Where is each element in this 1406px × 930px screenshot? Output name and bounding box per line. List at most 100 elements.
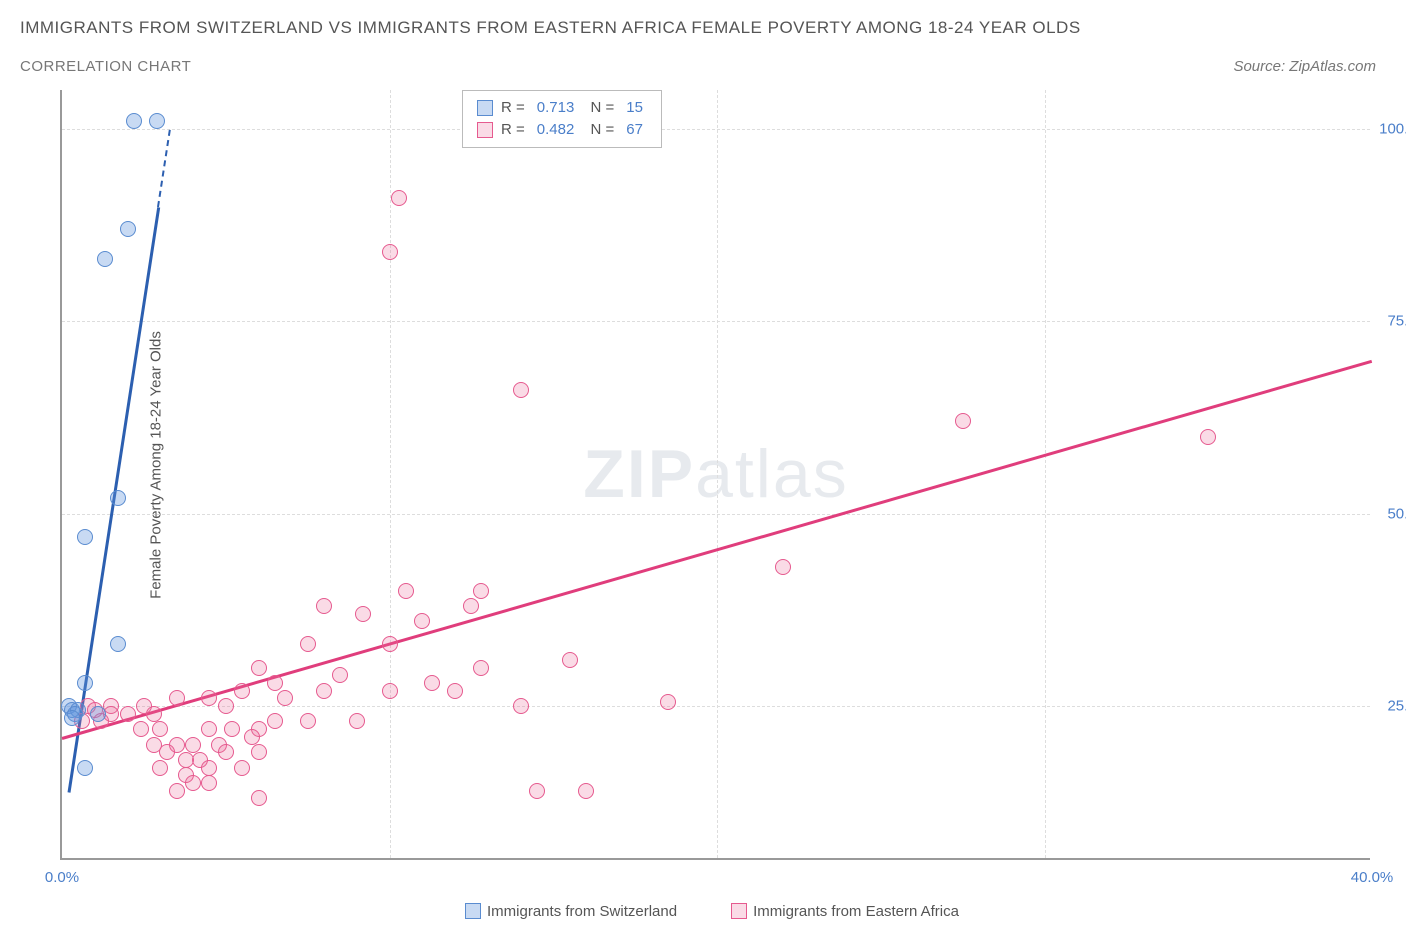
gridline-horizontal (62, 321, 1370, 322)
data-point-eastern-africa (218, 744, 234, 760)
legend-n-value: 15 (626, 97, 643, 119)
data-point-eastern-africa (120, 706, 136, 722)
gridline-vertical (1045, 90, 1046, 858)
data-point-eastern-africa (251, 660, 267, 676)
data-point-eastern-africa (234, 760, 250, 776)
data-point-eastern-africa (146, 706, 162, 722)
data-point-eastern-africa (267, 713, 283, 729)
data-point-eastern-africa (201, 721, 217, 737)
data-point-switzerland (77, 760, 93, 776)
data-point-eastern-africa (300, 636, 316, 652)
data-point-eastern-africa (152, 760, 168, 776)
data-point-eastern-africa (424, 675, 440, 691)
data-point-eastern-africa (332, 667, 348, 683)
data-point-eastern-africa (578, 783, 594, 799)
data-point-eastern-africa (146, 737, 162, 753)
data-point-eastern-africa (152, 721, 168, 737)
data-point-eastern-africa (660, 694, 676, 710)
data-point-eastern-africa (234, 683, 250, 699)
data-point-eastern-africa (169, 690, 185, 706)
legend-r-label: R = (501, 97, 525, 119)
y-tick-label: 50.0% (1375, 505, 1406, 522)
legend-row-switzerland: R = 0.713 N = 15 (477, 97, 647, 119)
data-point-eastern-africa (513, 698, 529, 714)
legend-row-eastern-africa: R = 0.482 N = 67 (477, 119, 647, 141)
legend-r-value: 0.482 (537, 119, 575, 141)
data-point-switzerland (126, 113, 142, 129)
data-point-switzerland (97, 251, 113, 267)
gridline-horizontal (62, 706, 1370, 707)
data-point-eastern-africa (316, 598, 332, 614)
x-tick-label: 0.0% (45, 869, 79, 886)
legend-n-label: N = (586, 97, 614, 119)
data-point-eastern-africa (185, 775, 201, 791)
data-point-switzerland (110, 490, 126, 506)
series-legend: Immigrants from Switzerland Immigrants fr… (0, 903, 1406, 920)
gridline-horizontal (62, 514, 1370, 515)
data-point-switzerland (77, 529, 93, 545)
legend-swatch-eastern-africa (477, 122, 493, 138)
data-point-eastern-africa (201, 690, 217, 706)
data-point-eastern-africa (267, 675, 283, 691)
data-point-eastern-africa (316, 683, 332, 699)
data-point-switzerland (77, 675, 93, 691)
data-point-eastern-africa (473, 660, 489, 676)
data-point-switzerland (90, 706, 106, 722)
data-point-eastern-africa (955, 413, 971, 429)
source-attribution: Source: ZipAtlas.com (1233, 58, 1376, 75)
legend-r-label: R = (501, 119, 525, 141)
data-point-eastern-africa (251, 790, 267, 806)
data-point-eastern-africa (349, 713, 365, 729)
data-point-eastern-africa (1200, 429, 1216, 445)
data-point-eastern-africa (300, 713, 316, 729)
bottom-legend-item-eastern-africa: Immigrants from Eastern Africa (713, 903, 959, 920)
data-point-eastern-africa (529, 783, 545, 799)
bottom-legend-swatch (731, 903, 747, 919)
data-point-eastern-africa (473, 583, 489, 599)
data-point-eastern-africa (201, 760, 217, 776)
data-point-eastern-africa (398, 583, 414, 599)
y-tick-label: 100.0% (1375, 120, 1406, 137)
correlation-legend: R = 0.713 N = 15 R = 0.482 N = 67 (462, 90, 662, 148)
data-point-eastern-africa (447, 683, 463, 699)
y-tick-label: 25.0% (1375, 698, 1406, 715)
data-point-eastern-africa (277, 690, 293, 706)
watermark: ZIPatlas (583, 435, 848, 513)
data-point-eastern-africa (513, 382, 529, 398)
gridline-vertical (390, 90, 391, 858)
data-point-eastern-africa (244, 729, 260, 745)
trendline-dash-switzerland (157, 129, 171, 206)
data-point-eastern-africa (201, 775, 217, 791)
data-point-eastern-africa (562, 652, 578, 668)
x-tick-label: 40.0% (1351, 869, 1394, 886)
data-point-eastern-africa (178, 752, 194, 768)
data-point-eastern-africa (355, 606, 371, 622)
data-point-eastern-africa (414, 613, 430, 629)
data-point-switzerland (110, 636, 126, 652)
data-point-eastern-africa (169, 783, 185, 799)
data-point-eastern-africa (382, 636, 398, 652)
data-point-eastern-africa (382, 244, 398, 260)
legend-r-value: 0.713 (537, 97, 575, 119)
data-point-eastern-africa (391, 190, 407, 206)
chart-title: IMMIGRANTS FROM SWITZERLAND VS IMMIGRANT… (20, 18, 1081, 38)
legend-n-value: 67 (626, 119, 643, 141)
data-point-switzerland (149, 113, 165, 129)
data-point-eastern-africa (133, 721, 149, 737)
chart-subtitle: CORRELATION CHART (20, 58, 191, 75)
bottom-legend-swatch (465, 903, 481, 919)
data-point-switzerland (64, 710, 80, 726)
legend-swatch-switzerland (477, 100, 493, 116)
y-tick-label: 75.0% (1375, 313, 1406, 330)
data-point-eastern-africa (224, 721, 240, 737)
data-point-switzerland (120, 221, 136, 237)
data-point-eastern-africa (185, 737, 201, 753)
chart-plot-area: R =0.713 N =15R =0.482 N =67 ZIPatlas 25… (60, 90, 1370, 860)
legend-n-label: N = (586, 119, 614, 141)
data-point-eastern-africa (251, 744, 267, 760)
gridline-vertical (717, 90, 718, 858)
data-point-eastern-africa (775, 559, 791, 575)
data-point-eastern-africa (463, 598, 479, 614)
gridline-horizontal (62, 129, 1370, 130)
bottom-legend-item-switzerland: Immigrants from Switzerland (447, 903, 677, 920)
